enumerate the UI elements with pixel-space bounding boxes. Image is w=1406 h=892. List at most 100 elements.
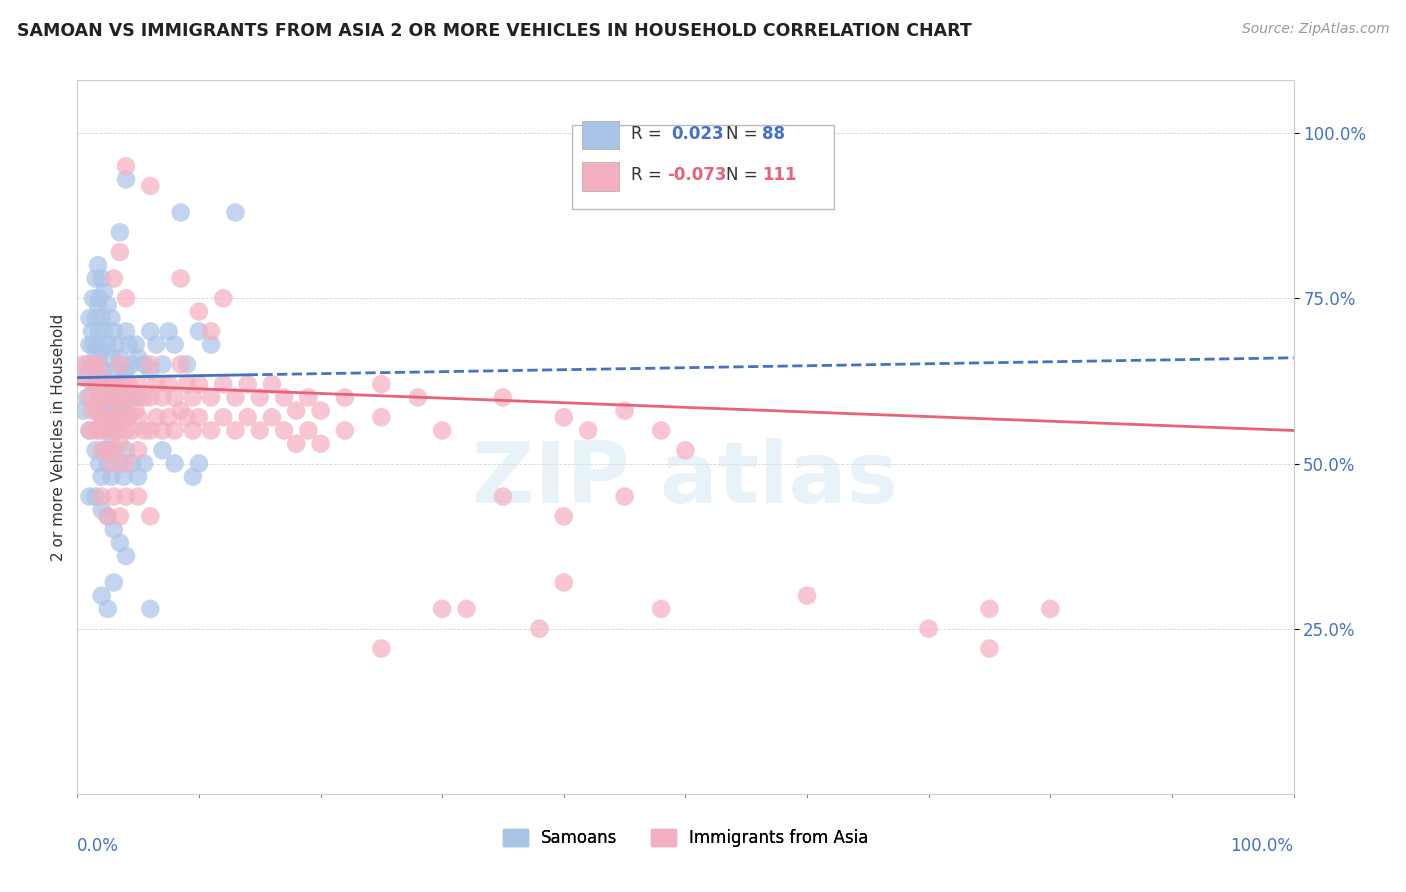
Point	[127, 443, 149, 458]
Point	[103, 410, 125, 425]
Point	[576, 424, 599, 438]
Point	[134, 424, 156, 438]
Point	[115, 490, 138, 504]
Point	[112, 364, 135, 378]
Point	[84, 344, 107, 359]
Point	[117, 377, 139, 392]
Point	[115, 159, 138, 173]
Point	[139, 509, 162, 524]
Point	[224, 205, 246, 219]
Point	[1039, 602, 1062, 616]
Point	[224, 424, 246, 438]
Point	[90, 377, 112, 392]
Point	[108, 391, 131, 405]
Y-axis label: 2 or more Vehicles in Household: 2 or more Vehicles in Household	[51, 313, 66, 561]
Point	[115, 443, 138, 458]
Point	[260, 377, 283, 392]
Point	[84, 443, 107, 458]
Point	[108, 358, 131, 372]
Point	[89, 457, 111, 471]
Point	[163, 391, 186, 405]
Point	[72, 370, 94, 384]
Point	[89, 291, 111, 305]
Point	[200, 337, 222, 351]
Point	[105, 424, 128, 438]
Point	[145, 377, 167, 392]
Point	[297, 391, 319, 405]
Point	[90, 370, 112, 384]
FancyBboxPatch shape	[582, 162, 619, 191]
Point	[979, 641, 1001, 656]
Point	[100, 424, 122, 438]
Point	[188, 377, 211, 392]
Point	[97, 298, 120, 312]
Point	[650, 602, 672, 616]
Point	[84, 377, 107, 392]
Point	[97, 443, 120, 458]
Point	[115, 457, 138, 471]
Point	[152, 391, 174, 405]
Point	[97, 377, 120, 392]
Point	[115, 424, 138, 438]
Point	[103, 324, 125, 338]
Point	[100, 311, 122, 326]
Point	[273, 424, 295, 438]
Point	[370, 377, 392, 392]
Point	[103, 271, 125, 285]
Point	[76, 391, 98, 405]
Point	[87, 358, 110, 372]
Text: N =: N =	[725, 125, 762, 143]
Point	[139, 391, 162, 405]
Point	[163, 457, 186, 471]
Point	[90, 311, 112, 326]
Point	[87, 258, 110, 272]
Point	[675, 443, 697, 458]
Text: 88: 88	[762, 125, 785, 143]
Point	[82, 291, 104, 305]
Point	[89, 324, 111, 338]
Point	[188, 457, 211, 471]
Point	[87, 337, 110, 351]
Point	[224, 391, 246, 405]
Point	[456, 602, 478, 616]
Point	[82, 377, 104, 392]
Point	[90, 443, 112, 458]
Legend: Samoans, Immigrants from Asia: Samoans, Immigrants from Asia	[496, 822, 875, 854]
Point	[105, 337, 128, 351]
Point	[176, 377, 198, 392]
Point	[796, 589, 818, 603]
Point	[84, 311, 107, 326]
Point	[200, 324, 222, 338]
Point	[90, 410, 112, 425]
Point	[76, 370, 98, 384]
Point	[90, 469, 112, 483]
Point	[100, 469, 122, 483]
Point	[145, 337, 167, 351]
Point	[134, 457, 156, 471]
Point	[80, 358, 103, 372]
Point	[127, 410, 149, 425]
Point	[121, 424, 143, 438]
Point	[121, 391, 143, 405]
Point	[297, 424, 319, 438]
Point	[112, 469, 135, 483]
Point	[115, 403, 138, 417]
Point	[103, 490, 125, 504]
Text: 100.0%: 100.0%	[1230, 837, 1294, 855]
Point	[103, 403, 125, 417]
Point	[212, 410, 235, 425]
Point	[139, 324, 162, 338]
Point	[918, 622, 941, 636]
Point	[105, 391, 128, 405]
Point	[84, 490, 107, 504]
Point	[236, 410, 259, 425]
Text: 0.0%: 0.0%	[77, 837, 120, 855]
Point	[97, 410, 120, 425]
Point	[108, 225, 131, 239]
Point	[181, 469, 204, 483]
Point	[134, 391, 156, 405]
Text: ZIP atlas: ZIP atlas	[472, 438, 898, 522]
Point	[157, 410, 180, 425]
Point	[87, 298, 110, 312]
Point	[79, 490, 101, 504]
